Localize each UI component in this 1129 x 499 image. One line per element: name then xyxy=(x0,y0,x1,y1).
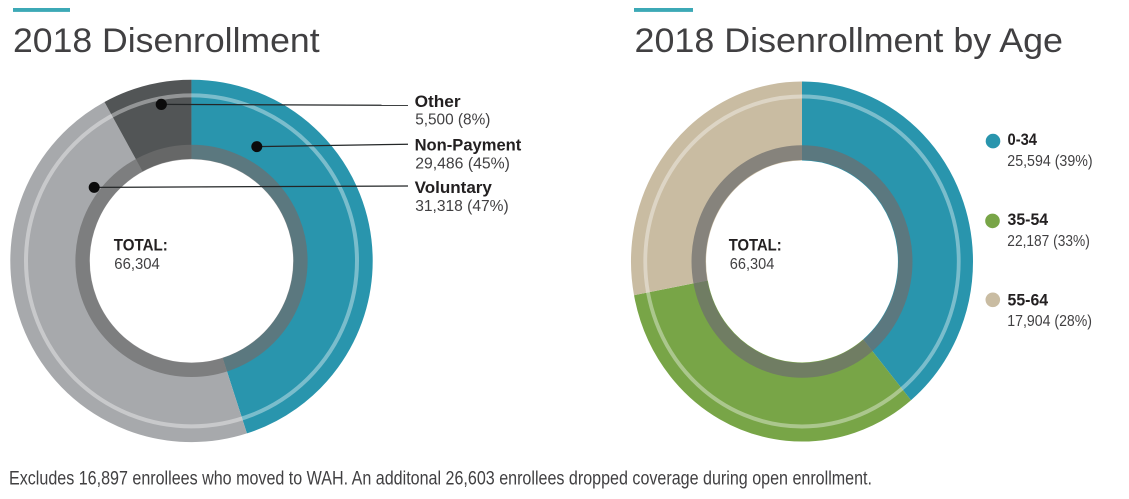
svg-text:2018 Disenrollment by Age: 2018 Disenrollment by Age xyxy=(635,22,1064,60)
svg-text:Other: Other xyxy=(415,92,461,111)
svg-text:2018 Disenrollment: 2018 Disenrollment xyxy=(13,22,320,60)
svg-text:0-34: 0-34 xyxy=(1008,130,1038,149)
svg-text:Excludes 16,897 enrollees who: Excludes 16,897 enrollees who moved to W… xyxy=(9,469,872,490)
svg-text:22,187 (33%): 22,187 (33%) xyxy=(1007,233,1090,250)
svg-text:55-64: 55-64 xyxy=(1008,290,1049,309)
svg-text:31,318 (47%): 31,318 (47%) xyxy=(415,198,509,215)
svg-text:29,486 (45%): 29,486 (45%) xyxy=(415,156,510,173)
svg-text:25,594 (39%): 25,594 (39%) xyxy=(1007,153,1092,170)
svg-text:Non-Payment: Non-Payment xyxy=(415,136,522,155)
svg-text:66,304: 66,304 xyxy=(730,256,775,273)
svg-text:Voluntary: Voluntary xyxy=(415,178,493,197)
svg-text:TOTAL:: TOTAL: xyxy=(114,235,168,254)
svg-text:35-54: 35-54 xyxy=(1008,210,1049,229)
svg-text:17,904 (28%): 17,904 (28%) xyxy=(1007,313,1092,330)
svg-text:66,304: 66,304 xyxy=(114,256,160,273)
svg-text:5,500 (8%): 5,500 (8%) xyxy=(415,112,490,129)
svg-text:TOTAL:: TOTAL: xyxy=(729,236,782,255)
